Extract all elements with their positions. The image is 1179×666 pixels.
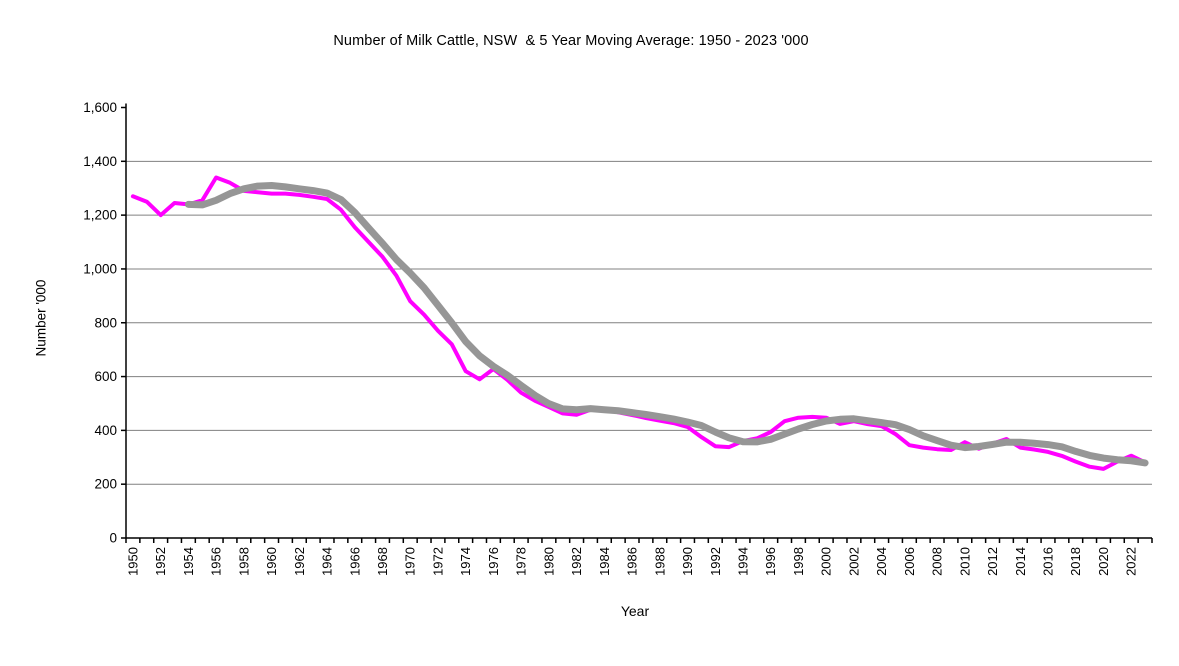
y-tick-label: 800: [94, 315, 117, 330]
x-tick-label: 1964: [320, 547, 335, 576]
y-tick-label: 200: [94, 477, 117, 492]
x-tick-label: 2002: [846, 547, 861, 576]
y-tick-label: 1,200: [83, 208, 117, 223]
x-tick-label: 1958: [236, 547, 251, 576]
y-axis-title: Number '000: [33, 279, 49, 357]
x-tick-label: 1990: [680, 547, 695, 576]
x-tick-label: 1960: [264, 547, 279, 576]
y-tick-label: 600: [94, 369, 117, 384]
x-tick-label: 2000: [819, 547, 834, 576]
x-tick-label: 1988: [652, 547, 667, 576]
x-tick-label: 1998: [791, 547, 806, 576]
x-tick-label: 1980: [541, 547, 556, 576]
x-tick-label: 2020: [1096, 547, 1111, 576]
x-tick-label: 2010: [957, 547, 972, 576]
x-tick-label: 2006: [902, 547, 917, 576]
y-tick-label: 400: [94, 423, 117, 438]
x-tick-label: 1976: [486, 547, 501, 576]
y-tick-label: 1,600: [83, 100, 117, 115]
x-tick-label: 1956: [209, 547, 224, 576]
y-tick-label: 1,000: [83, 261, 117, 276]
x-tick-label: 1962: [292, 547, 307, 576]
chart-title: Number of Milk Cattle, NSW & 5 Year Movi…: [333, 33, 809, 49]
x-tick-label: 1954: [181, 547, 196, 576]
x-tick-label: 2014: [1013, 547, 1028, 576]
x-tick-label: 1986: [625, 547, 640, 576]
x-tick-label: 1968: [375, 547, 390, 576]
x-tick-label: 2004: [874, 547, 889, 576]
x-tick-label: 2012: [985, 547, 1000, 576]
x-tick-label: 2018: [1068, 547, 1083, 576]
x-tick-label: 2016: [1041, 547, 1056, 576]
x-tick-label: 1996: [763, 547, 778, 576]
x-tick-label: 1966: [347, 547, 362, 576]
x-tick-label: 1950: [125, 547, 140, 576]
x-tick-label: 1972: [430, 547, 445, 576]
x-axis-title: Year: [620, 603, 650, 619]
x-tick-label: 1952: [153, 547, 168, 576]
x-tick-label: 2022: [1124, 547, 1139, 576]
y-tick-label: 0: [109, 531, 117, 546]
x-tick-label: 1974: [458, 547, 473, 576]
x-tick-label: 1982: [569, 547, 584, 576]
y-tick-label: 1,400: [83, 154, 117, 169]
x-tick-label: 2008: [930, 547, 945, 576]
x-tick-label: 1994: [735, 547, 750, 576]
x-tick-label: 1978: [514, 547, 529, 576]
x-tick-label: 1970: [403, 547, 418, 576]
series-moving-average-line: [184, 182, 1149, 467]
x-tick-label: 1992: [708, 547, 723, 576]
x-tick-label: 1984: [597, 547, 612, 576]
